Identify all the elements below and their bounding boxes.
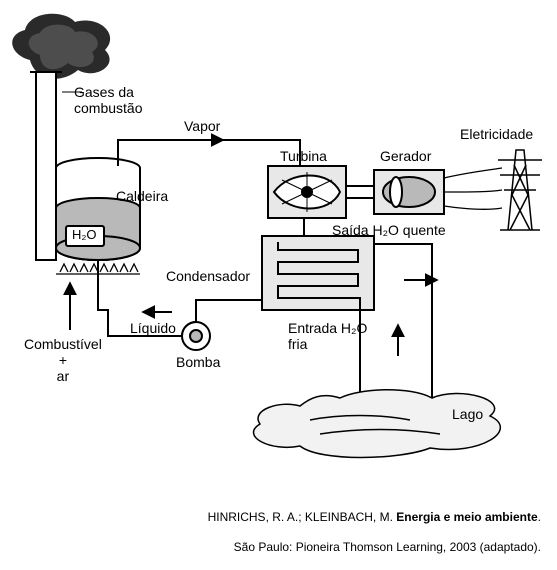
- label-lago: Lago: [452, 406, 483, 422]
- boiler-icon: [56, 158, 140, 260]
- condenser-icon: [262, 236, 374, 316]
- vapor-pipe: [118, 140, 300, 166]
- label-gerador: Gerador: [380, 148, 431, 164]
- label-turbina: Turbina: [280, 148, 327, 164]
- wires-icon: [444, 168, 502, 209]
- label-vapor: Vapor: [184, 118, 220, 134]
- hot-out-pipe: [374, 244, 436, 300]
- label-condensador: Condensador: [166, 268, 250, 284]
- label-combustivel: Combustível + ar: [24, 336, 102, 384]
- label-saida: Saída H₂O quente: [332, 222, 446, 238]
- label-entrada: Entrada H₂O fria: [288, 320, 367, 352]
- condenser-to-pump-pipe: [196, 300, 262, 324]
- label-gases: Gases da combustão: [74, 84, 142, 116]
- citation-period: .: [538, 510, 541, 524]
- lake-icon: [254, 390, 501, 458]
- shaft-icon: [346, 186, 374, 198]
- citation-line1: HINRICHS, R. A.; KLEINBACH, M. Energia e…: [208, 510, 541, 524]
- label-bomba: Bomba: [176, 354, 220, 370]
- generator-icon: [374, 170, 444, 214]
- label-eletricidade: Eletricidade: [460, 126, 533, 142]
- citation-authors: HINRICHS, R. A.; KLEINBACH, M.: [208, 510, 397, 524]
- citation-title: Energia e meio ambiente: [396, 510, 537, 524]
- label-liquido: Líquido: [130, 320, 176, 336]
- turbine-icon: [268, 166, 346, 218]
- pump-icon: [182, 322, 210, 350]
- tower-icon: [498, 150, 542, 230]
- label-h2o: H₂O: [72, 228, 97, 243]
- smoke-icon: [12, 14, 110, 79]
- thermo-plant-diagram: Gases da combustão Vapor Turbina Gerador…: [0, 0, 557, 570]
- label-caldeira: Caldeira: [116, 188, 168, 204]
- citation-line2: São Paulo: Pioneira Thomson Learning, 20…: [234, 540, 541, 554]
